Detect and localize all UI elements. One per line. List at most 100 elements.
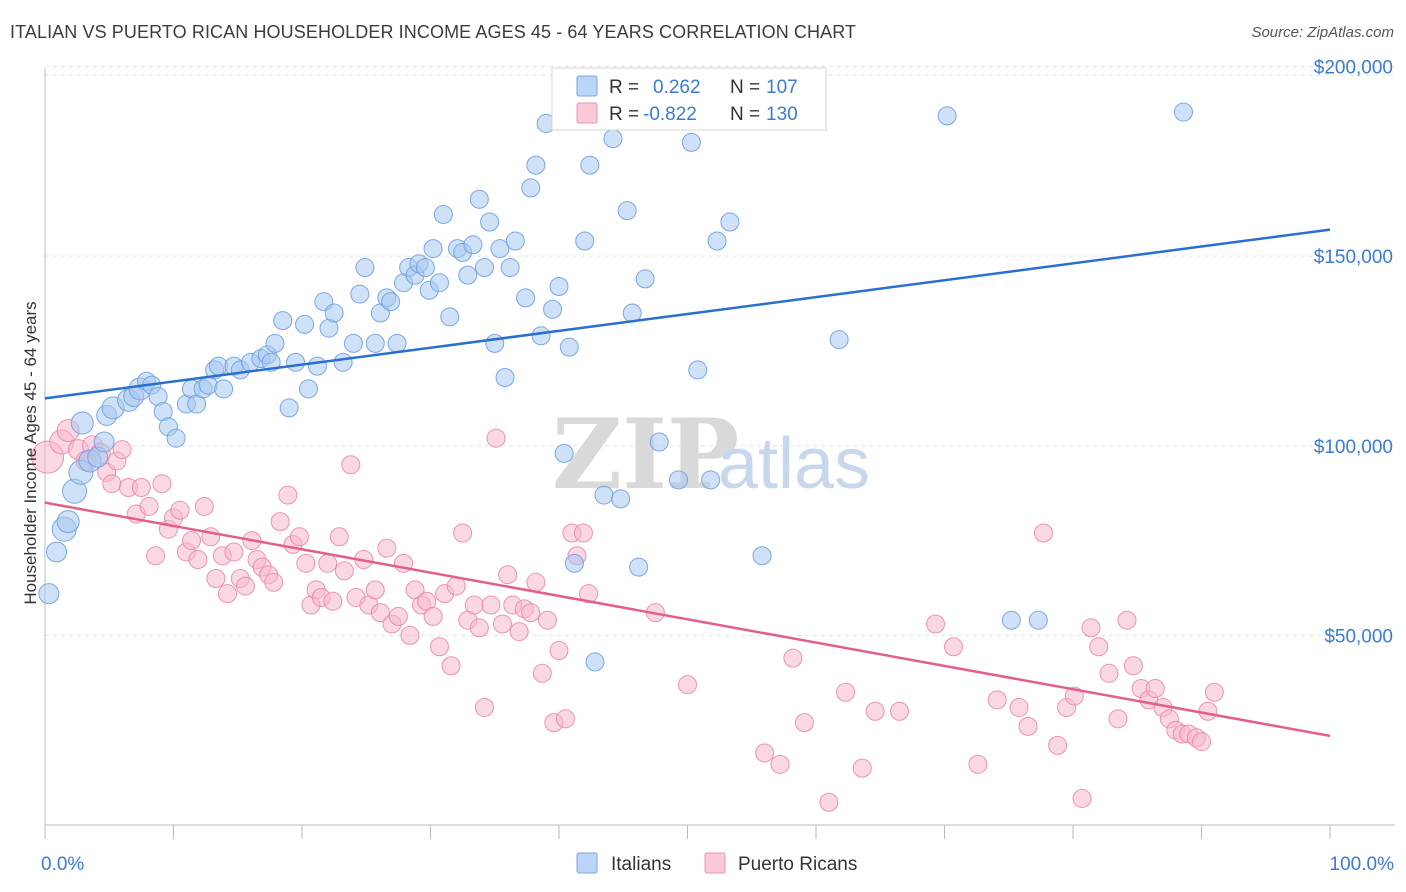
puerto-ricans-point-108 [1048,735,1068,755]
puerto-ricans-point-46 [329,527,349,547]
trend-line-puerto-ricans [44,501,1331,738]
legend-r-value-1: 0.262 [653,77,701,98]
puerto-ricans-point-45 [323,591,343,611]
italians-point-52 [381,292,401,312]
puerto-ricans-point-103 [968,754,988,774]
puerto-ricans-point-22 [188,550,208,570]
puerto-ricans-point-85 [555,709,575,729]
italians-point-58 [415,258,435,278]
puerto-ricans-point-107 [1033,523,1053,543]
italians-point-47 [350,284,370,304]
puerto-ricans-point-82 [537,610,557,630]
puerto-ricans-point-28 [224,542,244,562]
italians-point-62 [433,204,453,224]
bottom-legend-puerto-ricans: Puerto Ricans [738,854,857,875]
puerto-ricans-point-58 [400,625,420,645]
puerto-ricans-point-65 [441,656,461,676]
puerto-ricans-point-94 [783,648,803,668]
y-tick-label-0: $50,000 [1324,626,1393,647]
italians-point-37 [279,398,299,418]
puerto-ricans-point-99 [865,701,885,721]
legend-swatch-puerto-ricans [576,102,598,124]
puerto-ricans-point-77 [509,622,529,642]
puerto-ricans-point-53 [370,603,390,623]
italians-point-60 [423,239,443,259]
puerto-ricans-point-67 [453,523,473,543]
puerto-ricans-point-62 [423,606,443,626]
watermark: ZIP atlas [552,398,870,511]
grid-lines [45,66,1395,636]
puerto-ricans-point-97 [836,682,856,702]
italians-point-94 [629,557,649,577]
italians-point-87 [580,155,600,175]
italians-point-46 [343,333,363,353]
puerto-ricans-point-16 [152,474,172,494]
puerto-ricans-point-93 [770,754,790,774]
puerto-ricans-point-112 [1081,618,1101,638]
series-italians [38,102,1194,672]
italians-point-68 [469,189,489,209]
italians-point-83 [554,443,574,463]
y-tick-label-1: $100,000 [1314,437,1393,458]
bottom-legend-swatch-italians [576,852,598,874]
italians-point-70 [480,212,500,232]
italians-point-103 [752,546,772,566]
puerto-ricans-point-100 [890,701,910,721]
puerto-ricans-point-88 [573,523,593,543]
italians-point-78 [526,155,546,175]
italians-point-92 [617,201,637,221]
puerto-ricans-point-39 [289,527,309,547]
puerto-ricans-point-56 [388,606,408,626]
bottom-legend-swatch-puerto-ricans [704,852,726,874]
bottom-legend-italians: Italians [611,854,671,875]
italians-point-9 [93,431,115,453]
puerto-ricans-point-70 [469,618,489,638]
watermark-atlas: atlas [718,424,870,504]
puerto-ricans-point-66 [446,576,466,596]
legend-n-value-2: 130 [766,104,798,125]
puerto-ricans-point-36 [270,512,290,532]
legend-swatch-italians [576,75,598,97]
italians-point-89 [594,485,614,505]
puerto-ricans-point-98 [852,758,872,778]
puerto-ricans-point-27 [217,584,237,604]
legend-n-value-1: 107 [766,77,798,98]
puerto-ricans-point-114 [1099,663,1119,683]
puerto-ricans-point-113 [1089,637,1109,657]
italians-point-48 [355,258,375,278]
puerto-ricans-point-35 [264,572,284,592]
italians-point-44 [324,303,344,323]
italians-point-0 [38,583,60,605]
series-legend: Italians Puerto Ricans [576,852,857,875]
legend-n-label-1: N = [730,77,760,98]
italians-point-45 [333,352,353,372]
puerto-ricans-point-52 [365,580,385,600]
puerto-ricans-point-79 [521,603,541,623]
italians-point-66 [458,265,478,285]
puerto-ricans-point-110 [1064,686,1084,706]
italians-point-105 [937,106,957,126]
stats-legend-box [551,67,827,131]
puerto-ricans-point-19 [170,500,190,520]
italians-point-69 [474,258,494,278]
puerto-ricans-point-13 [131,477,151,497]
italians-point-53 [387,333,407,353]
puerto-ricans-point-47 [334,561,354,581]
x-tick-labels: 0.0% 100.0% [41,854,1394,875]
italians-point-28 [214,379,234,399]
puerto-ricans-point-91 [678,675,697,695]
italians-point-41 [307,356,327,376]
italians-point-77 [521,178,541,198]
puerto-ricans-point-48 [341,455,361,475]
puerto-ricans-point-30 [235,576,255,596]
puerto-ricans-point-81 [532,663,552,683]
puerto-ricans-point-80 [526,572,546,592]
italians-point-40 [298,379,318,399]
puerto-ricans-point-101 [926,614,946,634]
puerto-ricans-point-23 [194,496,214,516]
italians-point-102 [720,212,740,232]
series-puerto-ricans [31,419,1224,812]
puerto-ricans-point-10 [112,440,132,460]
italians-point-49 [365,333,385,353]
y-tick-labels: $50,000 $100,000 $150,000 $200,000 [1314,58,1393,648]
